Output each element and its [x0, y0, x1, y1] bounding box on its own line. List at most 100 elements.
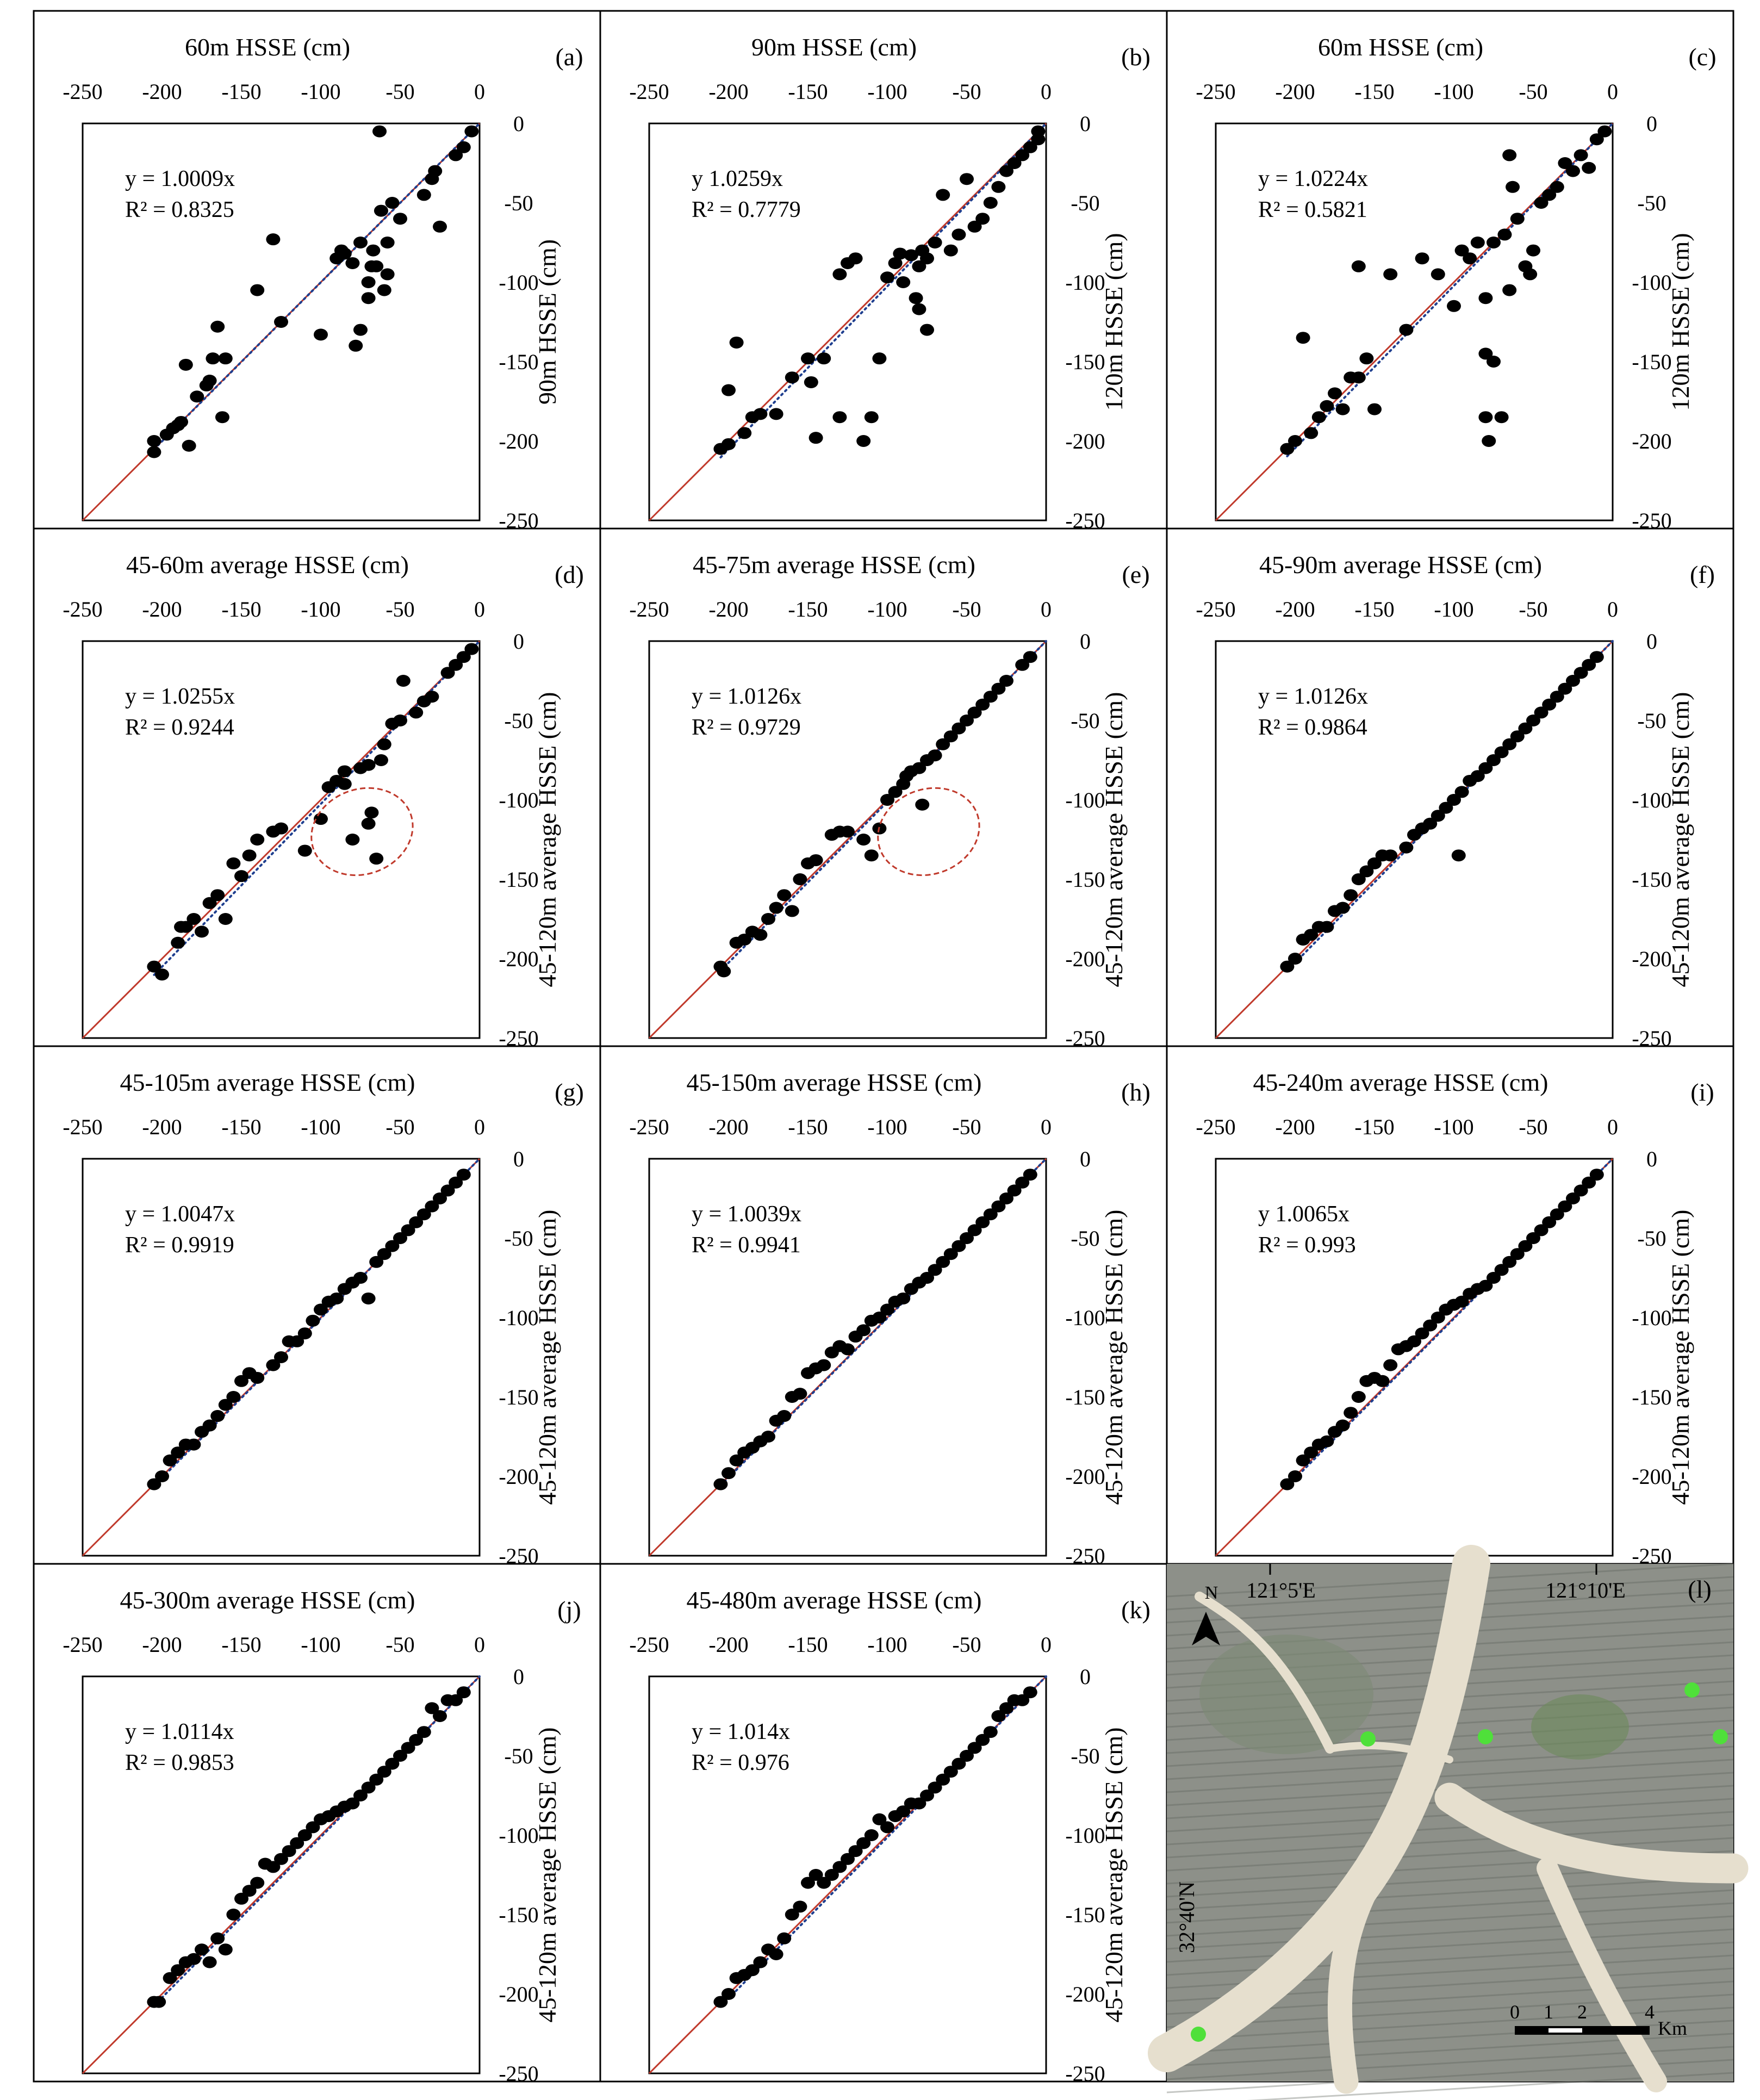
y-tick-label: -50: [1637, 191, 1666, 215]
sample-point: [1360, 1731, 1376, 1747]
data-point: [401, 1742, 415, 1754]
data-point: [1351, 371, 1366, 384]
y-tick-label: 0: [513, 1147, 524, 1171]
data-point: [163, 1972, 177, 1984]
data-point: [817, 1359, 831, 1371]
data-point: [1478, 762, 1493, 774]
data-point: [353, 1272, 368, 1284]
data-point: [401, 1224, 415, 1237]
panel-title: 60m HSSE (cm): [185, 33, 350, 61]
data-point: [896, 276, 911, 288]
y-tick-label: -200: [1065, 1982, 1105, 2006]
data-point: [409, 1734, 424, 1746]
data-point: [274, 1853, 288, 1865]
x-tick-label: -250: [629, 597, 669, 622]
data-point: [951, 1757, 966, 1770]
data-point: [1431, 1312, 1445, 1324]
x-tick-label: -250: [629, 1632, 669, 1657]
x-tick-label: -100: [301, 79, 340, 104]
x-tick-label: -100: [301, 597, 340, 622]
panel-letter: (c): [1688, 43, 1716, 71]
data-point: [856, 1837, 871, 1849]
data-point: [943, 1766, 958, 1778]
plot-area: [1215, 1158, 1614, 1557]
sample-point: [1478, 1729, 1493, 1744]
data-point: [1296, 332, 1310, 344]
panel-letter: (a): [555, 43, 583, 71]
panel-letter: (d): [555, 561, 584, 588]
data-point: [1487, 237, 1501, 248]
data-point: [306, 1314, 320, 1327]
texture-line: [1166, 1915, 1734, 1950]
r-squared-label: R² = 0.9729: [692, 715, 801, 740]
map-panel: N 121°5'E 121°10'E 32°40'N (l) 0 1 2 4Km: [1148, 1545, 1749, 2100]
data-point: [380, 237, 395, 248]
north-arrow-icon: [1192, 1612, 1220, 1645]
x-tick-label: -250: [629, 1115, 669, 1139]
r-squared-label: R² = 0.976: [692, 1750, 789, 1775]
regression-equation: y = 1.0126x: [1258, 684, 1368, 709]
y-tick-label: -150: [499, 1903, 538, 1927]
data-point: [456, 141, 471, 153]
data-point: [1296, 1454, 1310, 1467]
branch-channel: [1537, 1857, 1667, 2092]
panel-letter: (g): [555, 1078, 584, 1106]
data-point: [366, 244, 381, 257]
data-point: [1023, 141, 1037, 153]
data-point: [722, 384, 736, 396]
data-point: [152, 1996, 166, 2008]
data-point: [722, 1467, 736, 1480]
data-point: [991, 682, 1006, 695]
data-point: [1534, 1224, 1548, 1237]
data-point: [999, 1702, 1013, 1714]
regression-equation: y 1.0065x: [1258, 1202, 1349, 1227]
x-tick-label: -50: [385, 1115, 414, 1139]
y-tick-label: 0: [1080, 1664, 1091, 1689]
data-point: [920, 1790, 934, 1801]
data-point: [361, 759, 376, 771]
y-tick-label: 0: [1080, 1147, 1091, 1171]
y-tick-label: -100: [499, 1823, 538, 1848]
data-point: [218, 352, 233, 365]
scatter-panel: 60m HSSE (cm) (a) -250 -200 -150 -100 -50 0 0 -50…: [63, 33, 583, 533]
data-point: [1007, 1184, 1022, 1197]
y-tick-label: -200: [499, 429, 538, 453]
data-point: [904, 249, 918, 262]
x-tick-label: -100: [867, 1632, 907, 1657]
y-tick-label: -50: [504, 191, 533, 215]
data-point: [372, 125, 387, 138]
data-point: [314, 813, 328, 825]
data-point: [880, 1821, 894, 1834]
regression-equation: y = 1.0255x: [125, 684, 235, 709]
data-point: [1383, 268, 1398, 281]
y-tick-label: -200: [1065, 947, 1105, 971]
data-point: [793, 873, 807, 885]
data-point: [337, 778, 352, 790]
data-point: [250, 284, 265, 296]
data-point: [1502, 284, 1517, 296]
data-point: [1589, 651, 1604, 663]
data-point: [266, 1861, 281, 1873]
scale-tick-label: 1: [1544, 2001, 1553, 2023]
data-point: [147, 446, 161, 458]
scale-tick-label: 0: [1510, 2001, 1520, 2023]
data-point: [991, 181, 1006, 193]
data-point: [1335, 902, 1350, 914]
data-point: [1288, 1470, 1302, 1482]
r-squared-label: R² = 0.5821: [1258, 197, 1367, 222]
data-point: [848, 252, 863, 265]
x-tick-label: -50: [952, 597, 981, 622]
y-axis-label: 45-120m average HSSE (cm): [1666, 1210, 1694, 1505]
x-tick-label: -250: [1196, 79, 1235, 104]
data-point: [880, 271, 894, 284]
y-tick-label: -100: [1065, 1823, 1105, 1848]
data-point: [809, 432, 823, 444]
x-tick-label: 0: [1041, 79, 1052, 104]
x-tick-label: -150: [221, 79, 261, 104]
panel-title: 45-300m average HSSE (cm): [120, 1586, 415, 1614]
data-point: [266, 1359, 281, 1371]
x-tick-label: -150: [788, 597, 828, 622]
y-tick-label: -150: [1065, 867, 1105, 892]
r-squared-label: R² = 0.9864: [1258, 715, 1367, 740]
